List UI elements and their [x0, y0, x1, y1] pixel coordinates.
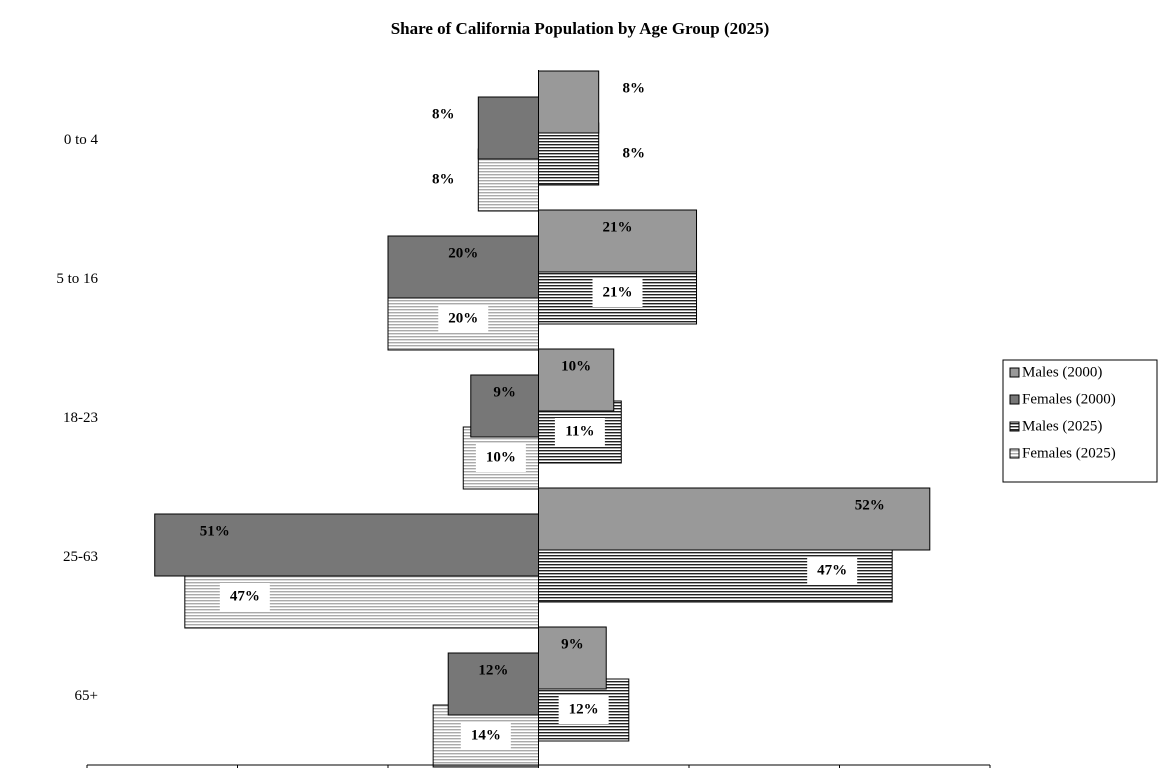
- bar: [447, 652, 540, 716]
- data-label: 21%: [603, 284, 633, 300]
- bar: [154, 513, 539, 577]
- data-label: 51%: [200, 523, 230, 539]
- data-label: 9%: [561, 636, 584, 652]
- data-label: 8%: [432, 106, 455, 122]
- y-tick-label: 18-23: [63, 410, 98, 426]
- legend-label: Females (2025): [1022, 445, 1116, 461]
- data-label: 21%: [603, 219, 633, 235]
- data-label: 8%: [622, 145, 645, 161]
- label-box: [460, 722, 511, 750]
- bar: [477, 96, 539, 160]
- label-box: [558, 696, 609, 724]
- data-label: 14%: [471, 727, 501, 743]
- data-label: 12%: [569, 701, 599, 717]
- label-box: [438, 305, 489, 333]
- legend-swatch: [1009, 421, 1020, 432]
- data-label: 47%: [817, 562, 847, 578]
- bar: [470, 374, 539, 438]
- data-label: 8%: [432, 171, 455, 187]
- chart-title: Share of California Population by Age Gr…: [391, 19, 770, 38]
- legend-swatch: [1009, 367, 1020, 378]
- legend-label: Males (2025): [1022, 418, 1102, 434]
- label-box: [554, 418, 605, 446]
- bar: [538, 209, 698, 273]
- legend-swatch: [1009, 448, 1020, 459]
- y-tick-label: 25-63: [63, 549, 98, 565]
- data-label: 10%: [486, 449, 516, 465]
- bar: [538, 626, 607, 690]
- data-label: 52%: [855, 497, 885, 513]
- y-tick-label: 5 to 16: [56, 271, 98, 287]
- legend-label: Males (2000): [1022, 364, 1102, 380]
- label-box: [807, 557, 858, 585]
- data-label: 20%: [448, 245, 478, 261]
- bar: [538, 348, 615, 412]
- data-label: 10%: [561, 358, 591, 374]
- legend-swatch: [1009, 394, 1020, 405]
- legend: [1002, 359, 1158, 483]
- bar: [387, 235, 539, 299]
- label-box: [219, 583, 270, 611]
- data-label: 12%: [478, 662, 508, 678]
- y-tick-label: 65+: [75, 688, 98, 704]
- label-box: [475, 444, 526, 472]
- data-label: 11%: [565, 423, 594, 439]
- label-box: [592, 279, 643, 307]
- legend-label: Females (2000): [1022, 391, 1116, 407]
- data-label: 8%: [622, 80, 645, 96]
- data-label: 47%: [230, 588, 260, 604]
- bar: [538, 70, 600, 134]
- bar: [538, 487, 931, 551]
- data-label: 9%: [493, 384, 516, 400]
- data-label: 20%: [448, 310, 478, 326]
- y-tick-label: 0 to 4: [64, 132, 99, 148]
